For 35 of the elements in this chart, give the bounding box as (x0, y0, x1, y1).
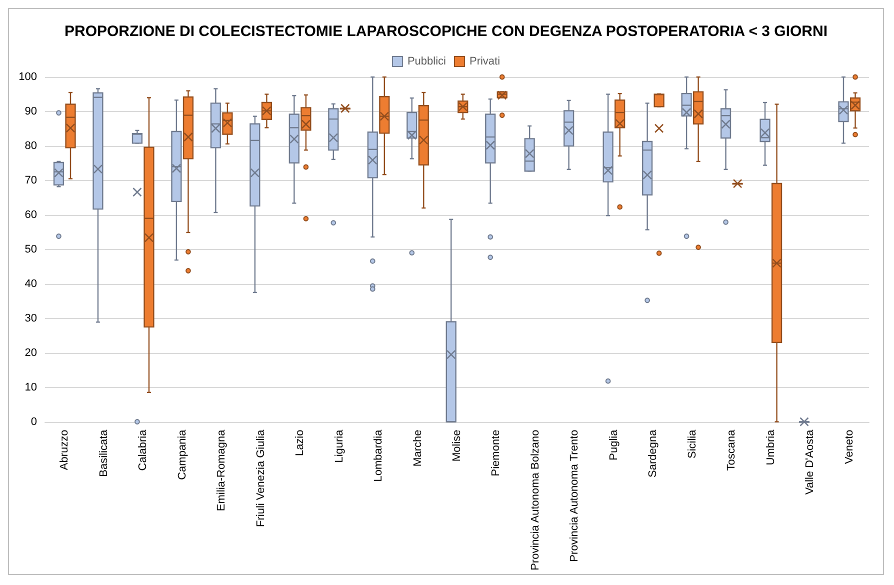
x-tick-label: Provincia Autonoma Trento (568, 430, 581, 562)
x-tick-label: Toscana (726, 428, 738, 471)
legend-label: Privati (469, 56, 500, 68)
chart-title: PROPORZIONE DI COLECISTECTOMIE LAPAROSCOPICHE CON DEGENZA POSTOPERATORIA < 3 GIORNI (64, 23, 828, 40)
x-tick-label: Veneto (843, 430, 856, 464)
x-tick-label: Provincia Autonoma Bolzano (529, 430, 542, 570)
y-tick-label: 10 (24, 381, 37, 394)
y-tick-label: 20 (24, 346, 37, 359)
x-tick-label: Marche (412, 430, 424, 466)
x-tick-label: Lazio (294, 430, 306, 456)
x-tick-label: Friuli Venezia Giulia (254, 428, 267, 527)
x-tick-label: Campania (176, 428, 188, 480)
x-tick-label: Emilia-Romagna (216, 428, 228, 512)
y-tick-label: 60 (24, 208, 37, 221)
x-tick-label: Lombardia (372, 428, 385, 482)
y-tick-label: 50 (24, 243, 37, 256)
x-tick-label: Basilicata (98, 428, 110, 477)
legend-label: Pubblici (407, 56, 446, 68)
y-tick-label: 0 (30, 416, 37, 428)
x-tick-label: Sardegna (647, 428, 660, 478)
y-tick-label: 80 (24, 140, 37, 152)
y-tick-label: 30 (24, 312, 37, 324)
y-tick-label: 100 (18, 71, 37, 83)
x-tick-label: Puglia (608, 428, 620, 460)
x-tick-label: Molise (451, 430, 463, 462)
x-tick-label: Piemonte (490, 430, 502, 476)
x-tick-label: Valle D'Aosta (804, 428, 816, 495)
x-tick-label: Sicilia (686, 428, 698, 458)
x-tick-label: Umbria (764, 428, 777, 466)
x-tick-label: Abruzzo (58, 430, 71, 470)
x-tick-label: Calabria (137, 428, 150, 471)
x-tick-label: Liguria (333, 428, 346, 463)
y-tick-label: 70 (24, 174, 37, 186)
y-tick-label: 40 (24, 278, 37, 290)
y-tick-label: 90 (24, 105, 37, 118)
